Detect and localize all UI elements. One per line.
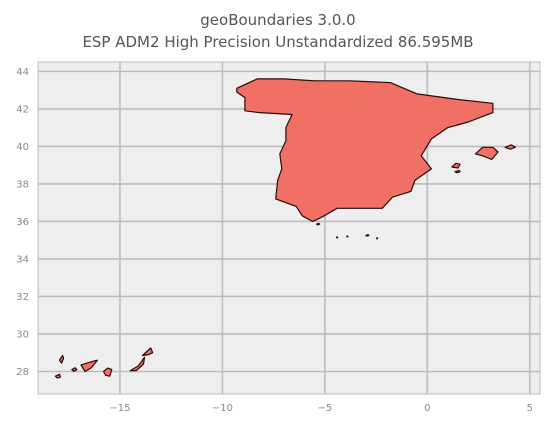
region-el-hierro	[54, 373, 62, 379]
map-title-line-2: ESP ADM2 High Precision Unstandardized 8…	[82, 33, 474, 51]
tick-labels: −15 −10 −5 0 5 28 30 32 34 36 38 40 42 44	[16, 67, 533, 414]
regions-layer	[54, 78, 517, 379]
y-tick-label: 32	[16, 292, 29, 303]
y-tick-label: 34	[16, 254, 29, 265]
x-tick-label: 5	[527, 403, 533, 414]
x-tick-label: −5	[317, 403, 332, 414]
y-tick-label: 28	[16, 367, 29, 378]
region-gran-canaria	[102, 367, 113, 377]
x-tick-label: 0	[424, 403, 430, 414]
region-la-palma	[58, 354, 65, 364]
region-fuerteventura	[129, 356, 146, 372]
x-tick-label: −10	[212, 403, 233, 414]
x-tick-label: −15	[109, 403, 130, 414]
grid-lines	[38, 62, 540, 394]
y-tick-label: 44	[16, 67, 29, 78]
region-formentera	[454, 169, 461, 174]
region-mallorca	[474, 146, 499, 161]
y-tick-label: 38	[16, 179, 29, 190]
region-ceuta	[316, 222, 321, 226]
islet-1	[346, 235, 349, 238]
region-tenerife	[80, 359, 99, 373]
region-lanzarote	[141, 347, 154, 357]
region-melilla	[365, 234, 370, 237]
y-tick-label: 42	[16, 104, 29, 115]
y-tick-label: 40	[16, 142, 29, 153]
y-tick-label: 36	[16, 217, 29, 228]
plot-frame	[37, 61, 541, 395]
islet-2	[376, 237, 379, 240]
region-la-gomera	[71, 367, 78, 373]
islet-0	[336, 236, 339, 239]
region-menorca	[504, 144, 517, 150]
region-mainland	[236, 78, 494, 222]
region-ibiza	[451, 162, 461, 169]
y-tick-label: 30	[16, 329, 29, 340]
map-title-line-1: geoBoundaries 3.0.0	[200, 11, 356, 29]
